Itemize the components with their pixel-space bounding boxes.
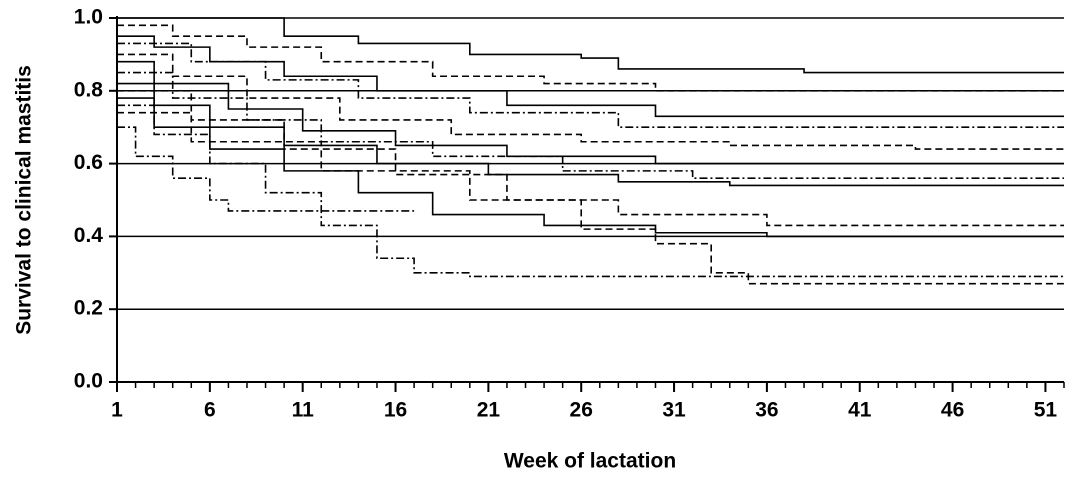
survival-line xyxy=(117,17,1064,74)
x-tick-label: 21 xyxy=(477,399,501,422)
y-tick-label: 0.4 xyxy=(74,224,104,247)
x-tick-label: 41 xyxy=(848,399,872,422)
x-tick-label: 6 xyxy=(204,399,216,422)
y-tick-label: 0.6 xyxy=(74,151,103,174)
x-tick-label: 16 xyxy=(384,399,407,422)
survival-line xyxy=(117,90,1064,227)
survival-line xyxy=(117,111,1064,285)
x-tick-label: 36 xyxy=(755,399,778,422)
survival-line xyxy=(117,97,1064,238)
y-tick-label: 0.8 xyxy=(74,78,104,101)
survival-line xyxy=(117,53,1064,150)
survival-line xyxy=(117,126,415,212)
survival-line xyxy=(117,42,1064,128)
survival-line xyxy=(117,71,1064,179)
x-tick-label: 51 xyxy=(1034,399,1058,422)
survival-line xyxy=(117,60,1064,165)
x-tick-label: 11 xyxy=(292,399,315,422)
y-tick-label: 0.2 xyxy=(74,297,103,320)
x-axis-label: Week of lactation xyxy=(504,450,676,473)
y-tick-label: 1.0 xyxy=(74,6,103,29)
x-tick-label: 26 xyxy=(570,399,593,422)
survival-line xyxy=(117,82,1064,187)
survival-line xyxy=(117,35,1064,118)
survival-line xyxy=(117,24,1064,92)
x-tick-label: 46 xyxy=(941,399,964,422)
y-axis-label: Survival to clinical mastitis xyxy=(13,65,36,335)
survival-line xyxy=(117,104,1064,278)
x-tick-label: 1 xyxy=(111,399,123,422)
y-tick-label: 0.0 xyxy=(74,370,103,393)
x-tick-label: 31 xyxy=(662,399,686,422)
